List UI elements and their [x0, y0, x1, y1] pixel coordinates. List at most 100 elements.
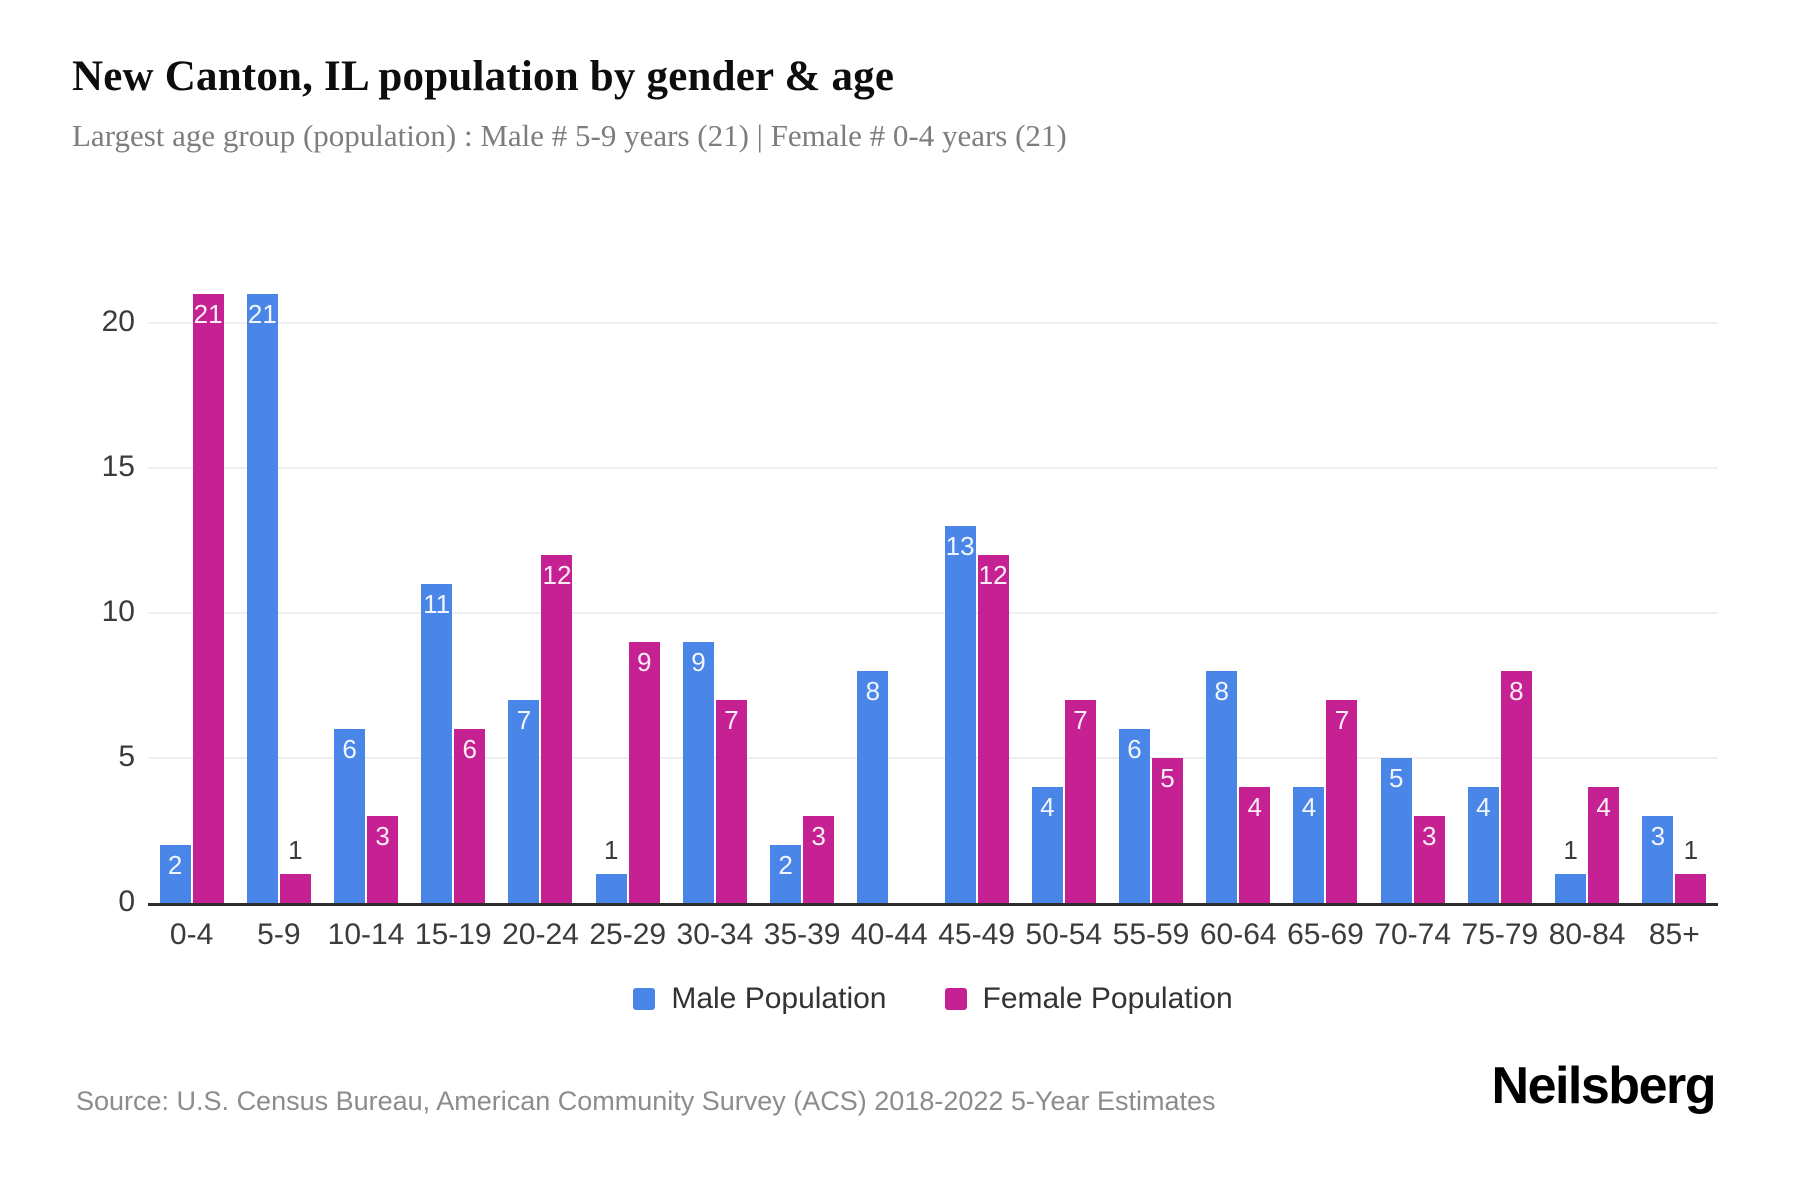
- x-tick-label-75-79: 75-79: [1461, 918, 1539, 951]
- bar-value-label: 21: [193, 299, 223, 329]
- y-tick-label-0: 0: [118, 885, 135, 918]
- bar-value-label: 4: [1040, 792, 1055, 822]
- male-bar-25-29[interactable]: 1: [595, 835, 627, 903]
- x-tick-label-30-34: 30-34: [676, 918, 754, 951]
- male-bar-60-64[interactable]: 8: [1206, 671, 1238, 903]
- male-bar-65-69[interactable]: 4: [1293, 787, 1325, 903]
- female-bar-80-84[interactable]: 4: [1588, 787, 1620, 903]
- bar-value-label: 11: [423, 589, 451, 619]
- chart-subtitle: Largest age group (population) : Male # …: [72, 118, 1067, 153]
- bar-value-label: 6: [1127, 734, 1142, 764]
- female-bar-5-9[interactable]: 1: [279, 835, 311, 903]
- male-bar-70-74[interactable]: 5: [1380, 758, 1412, 903]
- bar-value-label: 5: [1160, 763, 1175, 793]
- female-bar-35-39[interactable]: 3: [803, 816, 835, 903]
- x-tick-label-40-44: 40-44: [850, 918, 928, 951]
- brand-logo: Neilsberg: [1491, 1057, 1717, 1115]
- bar-value-label: 5: [1388, 763, 1404, 793]
- male-bar-50-54[interactable]: 4: [1031, 787, 1063, 903]
- male-bar-35-39[interactable]: 2: [770, 845, 802, 903]
- bar-group-15-19: 11 6: [410, 250, 497, 903]
- page-title: New Canton, IL population by gender & ag…: [72, 53, 895, 100]
- x-tick-label-60-64: 60-64: [1199, 918, 1277, 951]
- y-tick-label-20: 20: [101, 305, 135, 338]
- male-bar-15-19[interactable]: 11: [421, 584, 453, 903]
- gridline-20: [148, 322, 1718, 324]
- female-bar-20-24[interactable]: 12: [541, 555, 573, 903]
- gridline-10: [148, 612, 1718, 614]
- legend-item-male[interactable]: Male Population: [633, 982, 887, 1016]
- legend-swatch-male-icon: [633, 988, 656, 1010]
- male-bar-75-79[interactable]: 4: [1467, 787, 1499, 903]
- bar-value-label: 2: [778, 850, 793, 880]
- gridlines: [148, 250, 1718, 903]
- bar-value-label: 21: [247, 299, 277, 329]
- bar-value-label: 12: [978, 560, 1008, 590]
- male-bar-40-44[interactable]: 8: [857, 671, 889, 903]
- legend: Male Population Female Population: [148, 982, 1718, 1016]
- y-tick-label-10: 10: [101, 595, 135, 628]
- x-tick-label-5-9: 5-9: [257, 918, 301, 951]
- x-axis: 0-4 5-9 10-14 15-19 20-24 25-29 30-34 35-39 40-4…: [148, 918, 1718, 952]
- bar-group-0-4: 2 21: [148, 250, 235, 903]
- bar-groups: 2 21 21 1 6 3 11 6 7 12 1 9 9 7 2 3 8 13 12 4 7 6 5 8 4 4 7 5 3 4 8 1 4 3…: [148, 250, 1718, 903]
- male-bar-30-34[interactable]: 9: [682, 642, 714, 903]
- bar-value-label: 13: [945, 531, 975, 561]
- female-bar-15-19[interactable]: 6: [454, 729, 486, 903]
- bar-value-label: 8: [865, 676, 881, 706]
- female-bar-65-69[interactable]: 7: [1326, 700, 1358, 903]
- bar-value-label: 7: [1334, 705, 1350, 735]
- female-bar-85+[interactable]: 1: [1675, 835, 1707, 903]
- bar-value-label: 4: [1476, 792, 1491, 822]
- x-tick-label-50-54: 50-54: [1025, 918, 1103, 951]
- bar-value-label: 9: [691, 647, 706, 677]
- x-tick-label-85+: 85+: [1648, 918, 1700, 951]
- bar-value-label: 1: [603, 835, 619, 865]
- x-tick-label-70-74: 70-74: [1374, 918, 1452, 951]
- bar-value-label: 7: [1073, 705, 1088, 735]
- bar-value-label: 6: [342, 734, 357, 764]
- bar-value-label: 1: [288, 835, 303, 865]
- bar-value-label: 7: [516, 705, 532, 735]
- bar-value-label: 3: [1650, 821, 1666, 851]
- female-bar-75-79[interactable]: 8: [1500, 671, 1532, 903]
- bar-value-label: 4: [1301, 792, 1317, 822]
- male-bar-80-84[interactable]: 1: [1555, 835, 1587, 903]
- x-tick-label-65-69: 65-69: [1287, 918, 1364, 951]
- male-bar-5-9[interactable]: 21: [246, 294, 278, 903]
- female-bar-30-34[interactable]: 7: [715, 700, 747, 903]
- male-bar-0-4[interactable]: 2: [159, 845, 191, 903]
- female-bar-55-59[interactable]: 5: [1152, 758, 1184, 903]
- male-bar-20-24[interactable]: 7: [508, 700, 540, 903]
- female-bar-50-54[interactable]: 7: [1064, 700, 1096, 903]
- female-bar-60-64[interactable]: 4: [1239, 787, 1271, 903]
- female-bar-0-4[interactable]: 21: [192, 294, 224, 903]
- legend-item-female[interactable]: Female Population: [944, 982, 1233, 1016]
- bar-value-label: 7: [724, 705, 739, 735]
- female-bar-70-74[interactable]: 3: [1413, 816, 1445, 903]
- bar-group-40-44: 8: [846, 250, 933, 903]
- bar-value-label: 1: [1683, 835, 1699, 865]
- male-bar-85+[interactable]: 3: [1642, 816, 1674, 903]
- female-bar-10-14[interactable]: 3: [367, 816, 399, 903]
- male-bar-55-59[interactable]: 6: [1119, 729, 1151, 903]
- bar-value-label: 12: [542, 560, 572, 590]
- female-bar-45-49[interactable]: 12: [977, 555, 1009, 903]
- male-bar-10-14[interactable]: 6: [334, 729, 366, 903]
- bar-value-label: 4: [1247, 792, 1262, 822]
- x-tick-label-55-59: 55-59: [1112, 918, 1190, 951]
- male-bar-45-49[interactable]: 13: [944, 526, 976, 903]
- bar-value-label: 3: [375, 821, 390, 851]
- source-text: Source: U.S. Census Bureau, American Com…: [76, 1086, 1216, 1116]
- legend-label-female: Female Population: [982, 982, 1233, 1015]
- female-bar-25-29[interactable]: 9: [628, 642, 660, 903]
